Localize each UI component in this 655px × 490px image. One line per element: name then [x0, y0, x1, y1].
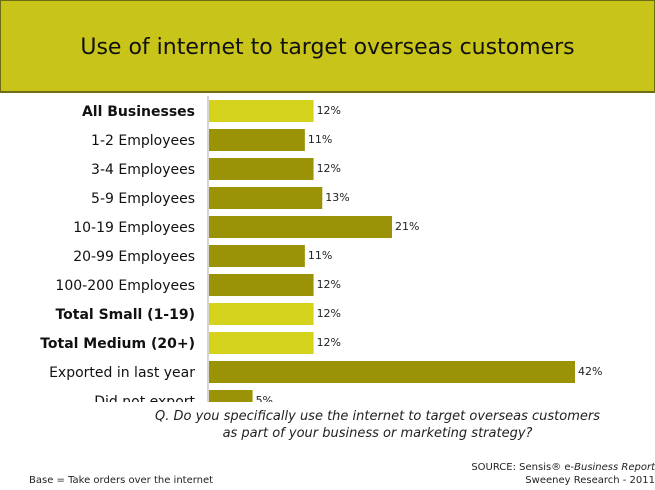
category-label-total-small-1-19: Total Small (1-19) — [55, 307, 195, 323]
category-label-20-99-employees: 20-99 Employees — [73, 249, 195, 265]
chart-title: Use of internet to target overseas custo… — [80, 35, 575, 60]
bar-100-200-employees — [209, 274, 314, 296]
category-label-all-businesses: All Businesses — [82, 104, 195, 120]
title-banner: Use of internet to target overseas custo… — [0, 0, 655, 93]
value-label-10-19-employees: 21% — [395, 220, 419, 233]
value-label-total-medium-20: 12% — [317, 336, 341, 349]
source-publication: Business Report — [574, 462, 655, 473]
base-note: Base = Take orders over the internet — [29, 475, 214, 486]
category-label-exported-in-last-year: Exported in last year — [49, 365, 195, 381]
category-label-did-not-export: Did not export — [94, 394, 195, 402]
value-label-3-4-employees: 12% — [317, 162, 341, 175]
category-label-10-19-employees: 10-19 Employees — [73, 220, 195, 236]
bar-chart: All Businesses 12% 1-2 Employees 11% 3-4 Emp… — [40, 96, 602, 402]
bar-total-medium-20 — [209, 332, 314, 354]
survey-question: Q. Do you specifically use the internet … — [154, 409, 600, 441]
value-label-100-200-employees: 12% — [317, 278, 341, 291]
bar-did-not-export — [209, 390, 253, 402]
category-label-1-2-employees: 1-2 Employees — [91, 133, 195, 149]
category-label-total-medium-20: Total Medium (20+) — [40, 336, 195, 352]
bar-total-small-1-19 — [209, 303, 314, 325]
bar-exported-in-last-year — [209, 361, 575, 383]
bar-3-4-employees — [209, 158, 314, 180]
category-label-100-200-employees: 100-200 Employees — [55, 278, 195, 294]
bar-all-businesses — [209, 100, 314, 122]
category-label-5-9-employees: 5-9 Employees — [91, 191, 195, 207]
bar-5-9-employees — [209, 187, 323, 209]
value-label-exported-in-last-year: 42% — [578, 365, 602, 378]
source-line2: Sweeney Research - 2011 — [525, 475, 655, 486]
value-label-1-2-employees: 11% — [308, 133, 332, 146]
bar-20-99-employees — [209, 245, 305, 267]
value-label-20-99-employees: 11% — [308, 249, 332, 262]
source-prefix: SOURCE: Sensis® e- — [471, 462, 575, 473]
value-label-all-businesses: 12% — [317, 104, 341, 117]
value-label-total-small-1-19: 12% — [317, 307, 341, 320]
category-label-3-4-employees: 3-4 Employees — [91, 162, 195, 178]
value-label-did-not-export: 5% — [256, 394, 273, 402]
source-note: SOURCE: Sensis® e-Business Report Sweene… — [445, 461, 655, 487]
value-label-5-9-employees: 13% — [325, 191, 349, 204]
bar-10-19-employees — [209, 216, 392, 238]
bar-1-2-employees — [209, 129, 305, 151]
